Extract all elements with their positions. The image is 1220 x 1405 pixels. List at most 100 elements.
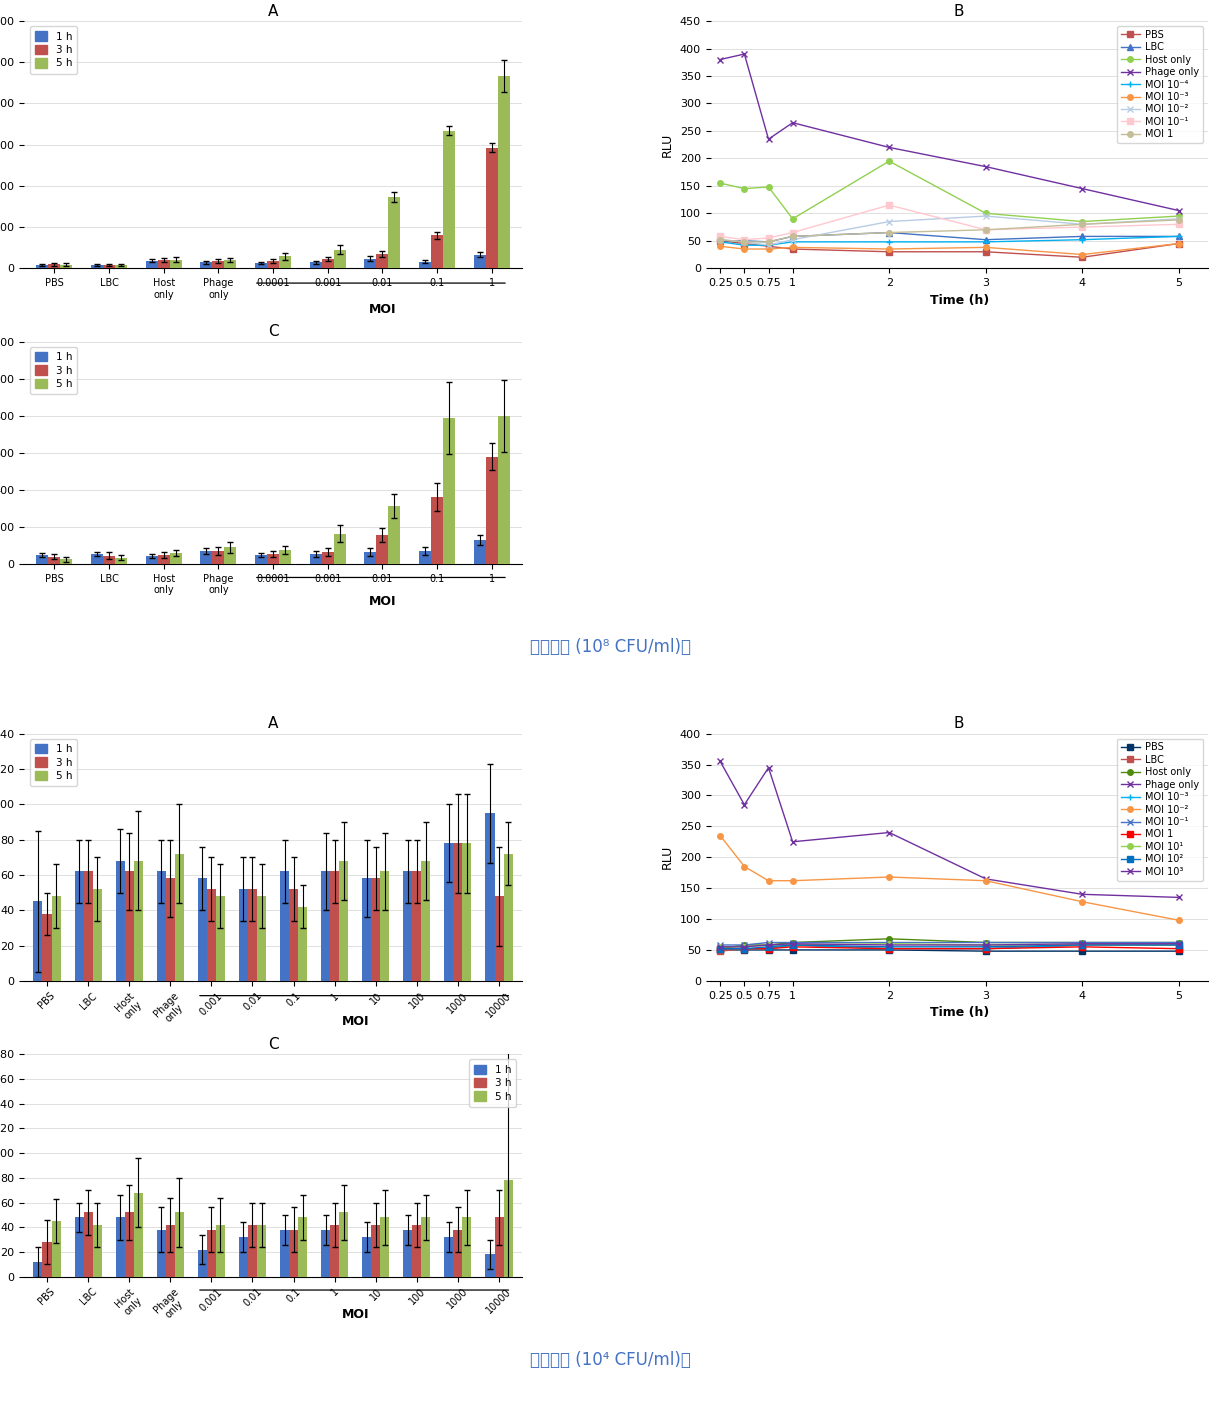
MOI 10¹ bbox=[978, 937, 993, 954]
PBS bbox=[786, 941, 800, 958]
LBC bbox=[978, 232, 993, 249]
Phage only bbox=[786, 833, 800, 850]
Bar bbox=[257, 896, 266, 981]
Host only bbox=[712, 940, 727, 957]
Bar bbox=[157, 260, 170, 268]
Text: MOI: MOI bbox=[342, 1016, 368, 1028]
Bar bbox=[331, 871, 339, 981]
Bar bbox=[198, 1249, 207, 1277]
MOI 1 bbox=[786, 228, 800, 244]
MOI 1 bbox=[761, 233, 776, 250]
MOI 10⁻¹ bbox=[1075, 219, 1089, 236]
Bar bbox=[362, 878, 371, 981]
Bar bbox=[255, 555, 267, 565]
Bar bbox=[116, 1217, 124, 1277]
Bar bbox=[473, 254, 486, 268]
MOI 10³ bbox=[882, 937, 897, 954]
Phage only bbox=[786, 114, 800, 131]
Host only bbox=[978, 934, 993, 951]
Text: MOI: MOI bbox=[342, 1308, 368, 1321]
Bar bbox=[49, 264, 61, 268]
MOI 10⁻⁴ bbox=[786, 233, 800, 250]
Bar bbox=[92, 554, 102, 565]
Bar bbox=[51, 896, 61, 981]
Line: MOI 10⁻²: MOI 10⁻² bbox=[717, 214, 1182, 247]
PBS bbox=[1075, 249, 1089, 266]
Bar bbox=[207, 1229, 216, 1277]
Bar bbox=[371, 878, 381, 981]
X-axis label: Time (h): Time (h) bbox=[930, 1006, 989, 1019]
PBS bbox=[761, 941, 776, 958]
Title: B: B bbox=[954, 717, 965, 731]
Text: MOI: MOI bbox=[368, 596, 396, 608]
LBC bbox=[1075, 228, 1089, 244]
MOI 10³ bbox=[712, 939, 727, 955]
Bar bbox=[376, 254, 388, 268]
MOI 10⁻¹ bbox=[761, 934, 776, 951]
MOI 1 bbox=[1075, 939, 1089, 955]
Bar bbox=[381, 1217, 389, 1277]
Bar bbox=[207, 889, 216, 981]
MOI 10⁻² bbox=[882, 868, 897, 885]
Bar bbox=[239, 889, 248, 981]
MOI 10⁻² bbox=[1075, 216, 1089, 233]
LBC bbox=[712, 943, 727, 960]
Bar bbox=[339, 1213, 348, 1277]
LBC bbox=[761, 233, 776, 250]
Line: MOI 10⁻³: MOI 10⁻³ bbox=[717, 943, 1182, 951]
MOI 10⁻¹ bbox=[786, 225, 800, 242]
MOI 1 bbox=[761, 940, 776, 957]
Bar bbox=[84, 871, 93, 981]
Bar bbox=[124, 871, 134, 981]
MOI 10⁻⁴ bbox=[978, 233, 993, 250]
Text: ＜저밀도 (10⁴ CFU/ml)＞: ＜저밀도 (10⁴ CFU/ml)＞ bbox=[529, 1352, 691, 1368]
Host only bbox=[882, 930, 897, 947]
Bar bbox=[486, 457, 498, 565]
LBC bbox=[1075, 937, 1089, 954]
Bar bbox=[412, 1225, 421, 1277]
MOI 1 bbox=[882, 940, 897, 957]
MOI 10⁻¹ bbox=[978, 222, 993, 239]
Phage only bbox=[1075, 887, 1089, 903]
MOI 10⁻¹ bbox=[978, 934, 993, 951]
Legend: PBS, LBC, Host only, Phage only, MOI 10⁻³, MOI 10⁻², MOI 10⁻¹, MOI 1, MOI 10¹, M: PBS, LBC, Host only, Phage only, MOI 10⁻… bbox=[1116, 739, 1203, 881]
Bar bbox=[333, 534, 345, 565]
PBS bbox=[712, 232, 727, 249]
Line: MOI 1: MOI 1 bbox=[717, 218, 1182, 244]
MOI 10⁻⁴ bbox=[737, 237, 752, 254]
Bar bbox=[310, 263, 322, 268]
Bar bbox=[498, 416, 510, 565]
PBS bbox=[761, 237, 776, 254]
Phage only bbox=[1171, 202, 1186, 219]
Y-axis label: RLU: RLU bbox=[661, 846, 675, 870]
MOI 10² bbox=[761, 939, 776, 955]
Host only bbox=[786, 934, 800, 951]
Bar bbox=[431, 497, 443, 565]
Line: MOI 10³: MOI 10³ bbox=[717, 941, 1182, 950]
MOI 10² bbox=[712, 940, 727, 957]
MOI 10¹ bbox=[737, 939, 752, 955]
Bar bbox=[166, 878, 174, 981]
Bar bbox=[321, 1229, 331, 1277]
Bar bbox=[267, 554, 279, 565]
Bar bbox=[412, 871, 421, 981]
Bar bbox=[365, 259, 376, 268]
MOI 10⁻³ bbox=[978, 239, 993, 256]
MOI 10³ bbox=[761, 937, 776, 954]
MOI 10⁻¹ bbox=[1075, 934, 1089, 951]
MOI 10¹ bbox=[712, 939, 727, 955]
Phage only bbox=[712, 753, 727, 770]
Host only bbox=[761, 937, 776, 954]
MOI 1 bbox=[737, 940, 752, 957]
MOI 10⁻⁴ bbox=[1075, 232, 1089, 249]
Y-axis label: RLU: RLU bbox=[661, 132, 675, 157]
MOI 1 bbox=[978, 940, 993, 957]
Bar bbox=[388, 197, 400, 268]
Bar bbox=[74, 871, 84, 981]
Bar bbox=[486, 148, 498, 268]
Bar bbox=[362, 1238, 371, 1277]
Bar bbox=[444, 1238, 454, 1277]
MOI 10³ bbox=[737, 939, 752, 955]
LBC bbox=[1171, 937, 1186, 954]
MOI 10⁻⁴ bbox=[761, 237, 776, 254]
